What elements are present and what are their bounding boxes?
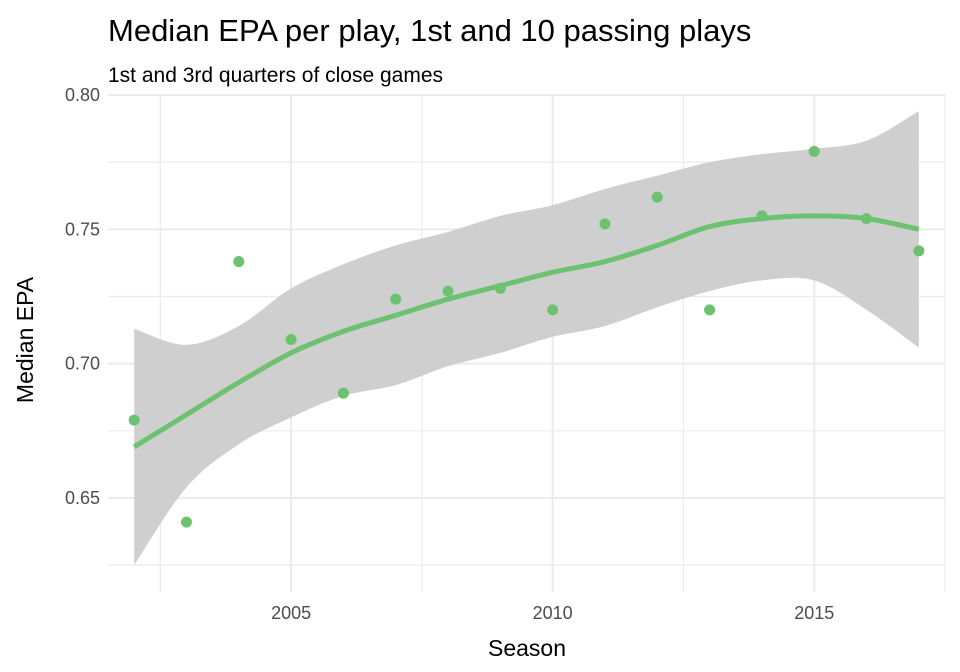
data-point xyxy=(704,304,716,316)
data-point xyxy=(128,414,140,426)
x-axis-title: Season xyxy=(488,635,566,661)
data-point xyxy=(651,191,663,203)
y-tick-label: 0.70 xyxy=(65,354,100,374)
data-point xyxy=(442,285,454,297)
data-points-layer xyxy=(128,145,925,528)
chart-subtitle: 1st and 3rd quarters of close games xyxy=(108,64,443,87)
data-point xyxy=(337,387,349,399)
smooth-line-layer xyxy=(132,213,920,450)
y-tick-label: 0.65 xyxy=(65,488,100,508)
tick-labels: 0.65 0.70 0.75 0.80 2005 2010 2015 xyxy=(65,85,834,623)
smooth-fit-line xyxy=(132,213,920,450)
data-point xyxy=(180,516,192,528)
data-point xyxy=(390,293,402,305)
data-point xyxy=(233,256,245,268)
y-tick-label: 0.80 xyxy=(65,85,100,105)
x-tick-label: 2015 xyxy=(794,603,834,623)
x-tick-label: 2010 xyxy=(533,603,573,623)
data-point xyxy=(808,145,820,157)
y-tick-label: 0.75 xyxy=(65,219,100,239)
x-tick-label: 2005 xyxy=(271,603,311,623)
data-point xyxy=(599,218,611,230)
data-point xyxy=(285,333,297,345)
data-point xyxy=(913,245,925,257)
y-axis-title: Median EPA xyxy=(12,276,38,403)
chart-title: Median EPA per play, 1st and 10 passing … xyxy=(108,13,751,48)
data-point xyxy=(547,304,559,316)
